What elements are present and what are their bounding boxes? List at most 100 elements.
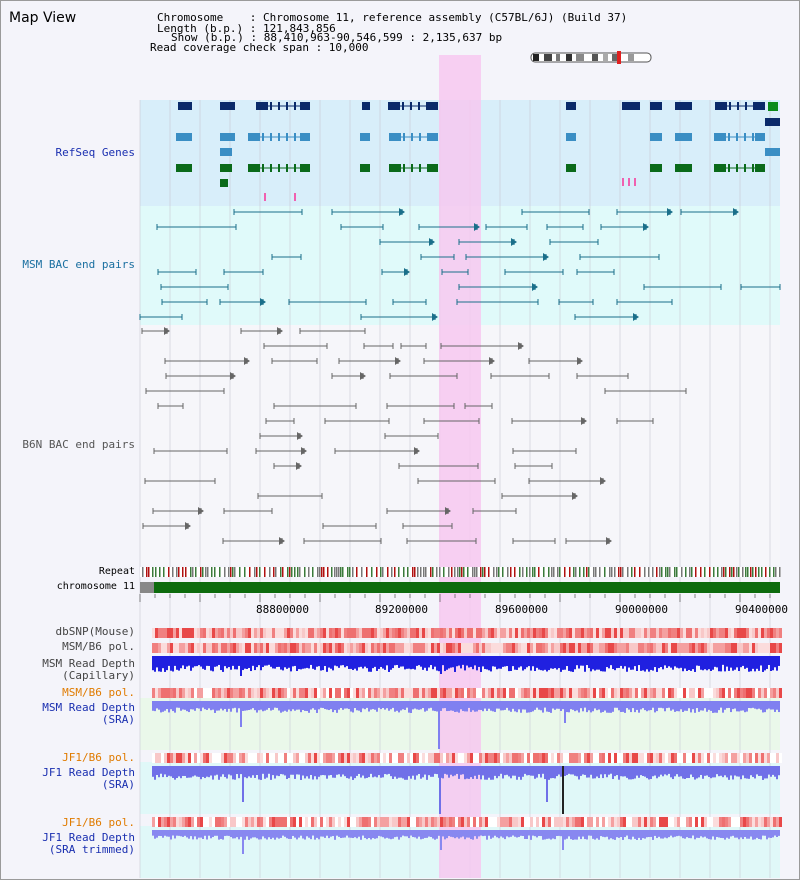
pol-cell [326,688,329,698]
repeat-mark [731,567,733,577]
depth-bar [492,766,494,780]
pol-cell [464,817,467,827]
variation-tracks[interactable] [152,628,782,854]
repeat-mark [319,567,321,577]
depth-bar [760,830,762,840]
pol-cell [386,643,389,653]
pol-cell [209,817,212,827]
depth-bar [270,701,272,711]
pol-cell [314,817,317,827]
depth-bar [200,766,202,780]
pol-cell [632,817,635,827]
depth-bar [548,656,550,671]
depth-bar [322,766,324,776]
depth-bar [476,830,478,839]
depth-bar [534,766,536,779]
pol-cell [662,753,665,763]
pol-cell [557,753,560,763]
repeat-mark [674,567,676,577]
depth-bar [768,830,770,838]
pol-cell [263,753,266,763]
pol-cell [638,817,641,827]
pol-cell [689,688,692,698]
pol-cell [641,753,644,763]
label-b6n-bac[interactable]: B6N BAC end pairs [22,438,135,451]
pol-cell [167,753,170,763]
pol-cell [455,688,458,698]
pol-cell [659,753,662,763]
repeat-track[interactable] [140,567,781,577]
depth-bar [508,701,510,711]
pol-cell [770,643,773,653]
pol-cell [227,753,230,763]
depth-bar [492,701,494,712]
chromosome-ideogram[interactable] [530,51,652,64]
pol-cell [401,688,404,698]
pol-cell [356,753,359,763]
depth-bar [394,830,396,838]
depth-bar [266,830,268,840]
gene-exon [715,102,727,110]
depth-bar [612,830,614,840]
pol-cell [650,688,653,698]
depth-bar [460,766,462,775]
depth-bar [484,830,486,836]
pol-cell [260,753,263,763]
label-refseq[interactable]: RefSeq Genes [55,146,135,159]
depth-bar [490,766,492,780]
pol-cell [248,753,251,763]
depth-bar [412,830,414,838]
pol-cell [158,817,161,827]
depth-bar [596,701,598,711]
depth-bar [766,766,768,779]
b6n-bac-track[interactable] [141,327,687,545]
pol-cell [680,817,683,827]
depth-bar [600,766,602,775]
msm-bac-track[interactable] [139,208,781,321]
pol-cell [488,753,491,763]
pol-cell [332,817,335,827]
pol-cell [773,628,776,638]
depth-bar [634,701,636,713]
depth-bar [352,830,354,839]
pol-cell [767,688,770,698]
depth-bar [310,656,312,665]
depth-bar [538,766,540,775]
depth-bar [630,656,632,670]
pol-cell [371,643,374,653]
pol-cell [725,688,728,698]
depth-bar [602,656,604,672]
pol-cell [347,628,350,638]
pol-cell [215,643,218,653]
pol-cell [365,753,368,763]
pol-cell [677,643,680,653]
label-msm-bac[interactable]: MSM BAC end pairs [22,258,135,271]
pol-cell [638,753,641,763]
pol-cell [326,643,329,653]
depth-bar [576,830,578,840]
depth-bar [584,701,586,708]
depth-bar [758,766,760,776]
pol-cell [395,817,398,827]
pol-cell [323,817,326,827]
depth-bar [184,656,186,669]
depth-bar [304,701,306,711]
repeat-mark [382,567,384,577]
pol-cell [695,753,698,763]
depth-bar [356,830,358,839]
repeat-mark [532,567,534,577]
pol-cell [290,628,293,638]
depth-bar [746,766,748,779]
pol-cell [242,753,245,763]
depth-bar [590,701,592,713]
gene-exon [428,164,438,172]
pol-cell [728,817,731,827]
depth-bar [332,766,334,778]
gene-exon [744,133,746,141]
pol-cell [566,643,569,653]
refseq-genes-track[interactable] [176,102,780,201]
repeat-mark [575,567,577,577]
pol-cell [389,643,392,653]
depth-bar [754,656,756,672]
